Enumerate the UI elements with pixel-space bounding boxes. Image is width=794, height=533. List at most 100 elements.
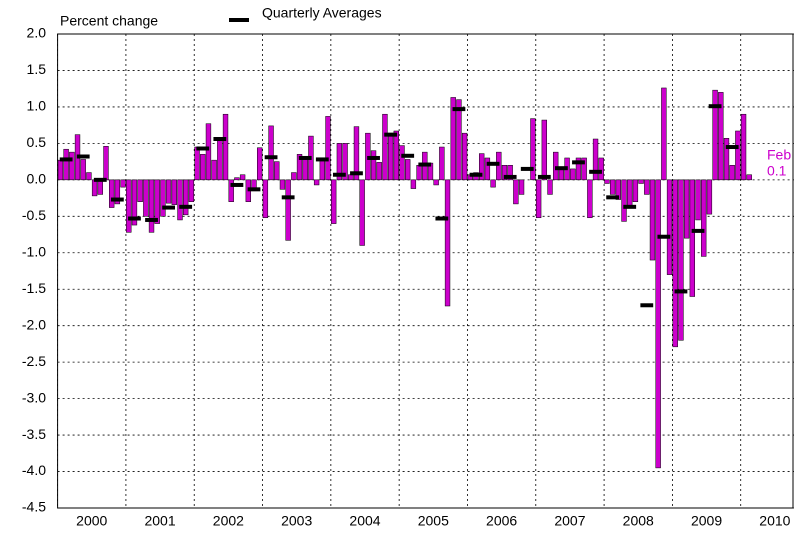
bar (268, 125, 274, 181)
x-tick-label: 2002 (213, 513, 244, 529)
bar (262, 179, 269, 219)
bar (627, 179, 633, 206)
y-tick-label: 1.5 (27, 61, 47, 77)
bar (86, 172, 92, 181)
bar (217, 138, 223, 181)
bar (342, 143, 348, 181)
bar (131, 179, 138, 226)
bar (587, 179, 593, 219)
bar (228, 179, 234, 202)
bar (370, 150, 377, 181)
bar (718, 92, 724, 181)
x-tick-label: 2007 (554, 513, 585, 529)
bar (382, 113, 388, 181)
bar (331, 179, 337, 224)
bar (746, 174, 752, 181)
bar (581, 157, 587, 181)
bar (239, 174, 246, 181)
bar (706, 179, 713, 215)
bar (655, 179, 661, 469)
y-tick-label: -1.0 (22, 243, 46, 259)
bar (177, 179, 183, 221)
bar (433, 179, 439, 186)
x-tick-label: 2000 (76, 513, 107, 529)
bar (456, 99, 462, 181)
bar (399, 145, 405, 181)
x-tick-label: 2010 (759, 513, 790, 529)
bar (666, 179, 673, 275)
bar (729, 165, 735, 181)
bar (496, 151, 502, 181)
bar (313, 179, 320, 186)
bar (632, 179, 639, 202)
y-tick-label: -3.0 (22, 389, 46, 405)
bar (701, 179, 707, 257)
bar (120, 179, 126, 188)
bar (393, 130, 399, 181)
bar (735, 130, 741, 181)
bar (405, 159, 411, 181)
y-tick-label: 2.0 (27, 25, 47, 41)
bar (234, 177, 240, 181)
bar (154, 179, 160, 224)
y-tick-label: 0.0 (27, 171, 47, 187)
bar (91, 179, 98, 197)
bar (194, 146, 200, 181)
bar (609, 179, 616, 195)
y-tick-label: -1.5 (22, 280, 46, 296)
bar (513, 179, 519, 205)
bar (126, 179, 132, 233)
bar (336, 143, 343, 181)
bar (678, 179, 684, 341)
bar (604, 179, 610, 184)
y-axis-label: Percent change (60, 13, 158, 29)
bar (518, 179, 525, 195)
bar (171, 179, 177, 205)
y-tick-label: -2.0 (22, 316, 46, 332)
bar (410, 179, 417, 189)
bar (575, 157, 582, 181)
y-tick-label: -3.5 (22, 426, 46, 442)
annotation: 0.1 (767, 163, 787, 179)
bar (621, 179, 627, 222)
bar (490, 179, 496, 188)
y-tick-label: -2.5 (22, 353, 46, 369)
bar (57, 159, 64, 181)
bar (97, 179, 103, 195)
bar (530, 118, 536, 181)
bar (723, 138, 730, 181)
bar (348, 174, 354, 181)
bar (325, 116, 331, 181)
bar (188, 179, 195, 202)
plot-frame (57, 33, 794, 509)
bar (672, 179, 678, 348)
bar (689, 179, 695, 297)
x-tick-label: 2001 (144, 513, 175, 529)
bar (205, 123, 212, 181)
bar (257, 147, 263, 181)
x-tick-label: 2005 (418, 513, 449, 529)
bar (353, 126, 360, 181)
bar (109, 179, 115, 208)
bar (222, 113, 229, 181)
bar (479, 153, 485, 181)
bar (69, 151, 75, 181)
bar (695, 179, 701, 221)
bar (359, 179, 365, 246)
bar (712, 89, 718, 181)
bar (558, 168, 565, 181)
bar (484, 157, 491, 181)
bar (387, 135, 394, 181)
bar (570, 168, 576, 181)
bar (507, 165, 513, 181)
bar (274, 161, 280, 181)
bar (160, 179, 166, 217)
y-tick-label: 1.0 (27, 98, 47, 114)
bar (376, 162, 382, 181)
bar (279, 179, 286, 190)
bar (547, 179, 553, 195)
bar (501, 165, 508, 181)
bar (80, 159, 86, 181)
bar (291, 172, 297, 181)
